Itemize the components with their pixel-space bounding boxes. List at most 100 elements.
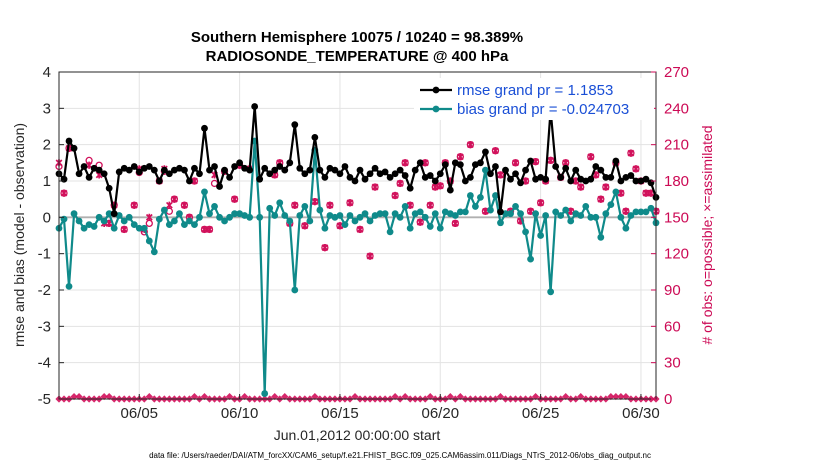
bias-marker [110,224,118,232]
bias-marker [607,201,615,209]
rmse-marker [311,134,319,141]
rmse-marker [597,166,605,174]
bias-marker [60,215,68,223]
bias-marker [201,188,208,196]
rmse-marker [95,166,103,174]
legend-marker-rmse [432,86,440,94]
obs-assimilated-marker [181,201,188,209]
rmse-marker [562,164,570,172]
rmse-marker [105,184,113,192]
rmse-marker [502,166,509,174]
rmse-marker [647,179,655,187]
obs-baseline-marker [75,392,83,401]
obs-baseline-marker [100,392,108,401]
rmse-marker [517,179,524,187]
x-tick-label: 06/10 [221,405,259,422]
rmse-marker [226,173,233,181]
y-tick-label-right: 150 [664,209,689,226]
bias-marker [186,217,193,225]
rmse-marker [65,137,73,145]
rmse-marker [261,164,269,172]
bias-marker [477,193,484,201]
x-tick-label: 06/05 [120,405,158,422]
obs-assimilated-marker [396,179,404,188]
bias-marker [296,212,304,219]
rmse-marker [497,208,504,216]
rmse-marker [617,177,625,185]
obs-assimilated-marker [170,195,178,203]
obs-assimilated-marker [426,201,434,209]
bias-marker [196,213,203,221]
obs-assimilated-marker [622,207,630,215]
rmse-marker [206,166,213,174]
obs-assimilated-marker [632,165,640,173]
y-tick-label-right: 90 [664,282,681,299]
bias-marker [617,213,625,221]
rmse-marker [406,184,414,192]
rmse-marker [411,166,419,174]
bias-marker [271,212,279,219]
rmse-marker [196,170,203,178]
obs-baseline-marker [562,392,570,401]
bias-marker [321,224,329,232]
rmse-marker [542,175,550,183]
obs-assimilated-marker [291,201,299,209]
bias-marker [90,223,98,230]
obs-assimilated-marker [587,153,595,161]
bias-marker [366,217,374,225]
bias-marker [155,215,163,223]
bias-marker [487,206,494,214]
obs-baseline-marker [190,392,199,401]
y-tick-label-right: 120 [664,246,689,263]
legend-marker-bias [432,105,440,113]
rmse-marker [291,121,299,129]
rmse-marker [145,163,153,170]
bias-marker [507,210,514,218]
rmse-marker [266,170,274,178]
obs-baseline-marker [496,392,505,401]
bias-marker [547,288,555,296]
rmse-marker [181,166,188,174]
rmse-marker [632,177,640,185]
chart-subtitle: RADIOSONDE_TEMPERATURE @ 400 hPa [206,48,509,65]
bias-marker [562,206,570,214]
bias-marker [306,217,314,225]
bias-marker [456,208,464,216]
ticks-layer: -5 -4 -3 -2 -1 0 1 2 3 4 0 30 60 90 120 150 180 210 240 270… [38,64,689,422]
obs-baseline-marker [391,392,399,401]
rmse-marker [165,170,173,178]
rmse-marker [336,170,344,178]
obs-baseline-marker [271,392,279,401]
obs-assimilated-marker [537,199,545,207]
rmse-marker [110,210,118,218]
y-tick-label-left: -5 [38,391,51,408]
bias-marker [281,212,289,219]
x-axis-label: Jun.01,2012 00:00:00 start [274,427,441,443]
bias-marker [471,203,479,210]
obs-assimilated-marker [346,199,354,207]
rmse-marker [271,166,279,174]
rmse-marker [426,172,434,179]
x-tick-label: 06/15 [321,405,359,422]
rmse-marker [331,166,339,174]
bias-marker [602,210,610,218]
obs-assimilated-marker [311,197,319,206]
obs-assimilated-marker [391,191,399,200]
bias-marker [336,212,344,219]
rmse-marker [211,163,218,170]
obs-assimilated-marker [326,201,334,209]
rmse-marker [191,164,198,172]
bias-marker [160,206,168,214]
y-tick-label-left: -1 [38,246,51,263]
obs-assimilated-marker [191,177,198,185]
rmse-marker [85,173,93,181]
y-tick-label-right: 210 [664,137,689,154]
obs-possible-marker [145,219,153,228]
y-tick-label-left: -3 [38,318,51,335]
bias-marker [351,217,359,225]
bias-marker [80,224,88,232]
bias-marker [291,286,299,294]
rmse-marker [477,159,484,167]
rmse-marker [607,173,615,181]
bias-marker [376,210,384,218]
